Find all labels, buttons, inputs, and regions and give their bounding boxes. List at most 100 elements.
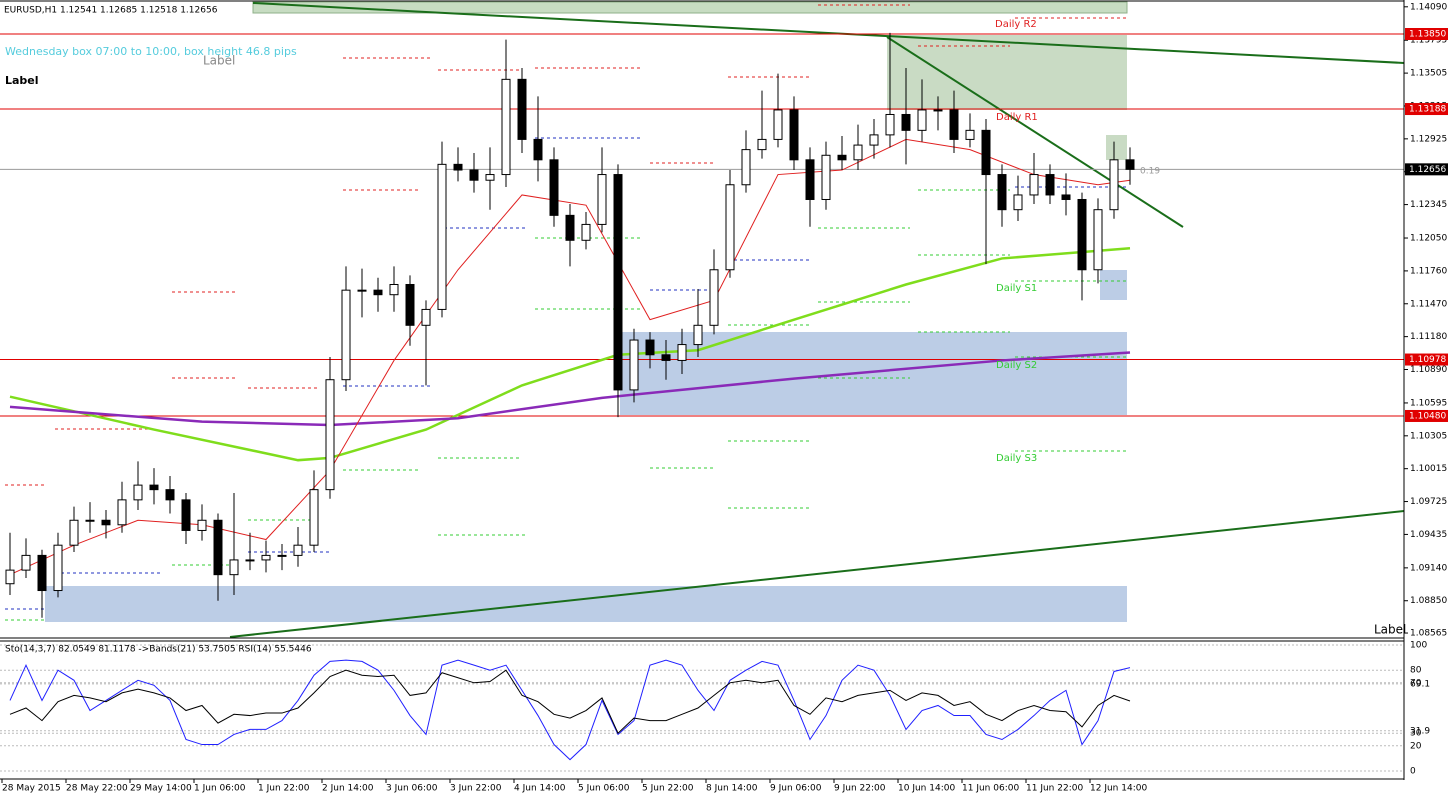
x-tick-label: 9 Jun 22:00 <box>834 784 886 794</box>
candle-body <box>197 519 207 531</box>
candle-body <box>453 163 463 171</box>
candle-body <box>821 154 831 200</box>
x-tick-label: 5 Jun 22:00 <box>642 784 694 794</box>
candle-body <box>133 484 143 501</box>
candle-body <box>53 544 63 592</box>
y-tick-label: 1.11470 <box>1410 299 1447 309</box>
candle-body <box>5 569 15 585</box>
x-tick-label: 12 Jun 14:00 <box>1090 784 1147 794</box>
candle-body <box>101 519 111 526</box>
candle-body <box>661 354 671 361</box>
candle-body <box>421 308 431 326</box>
candle-body <box>581 223 591 241</box>
price-tag-label: 1.10480 <box>1409 411 1446 421</box>
candle-body <box>917 109 927 131</box>
y-tick-label: 1.09140 <box>1410 563 1447 573</box>
pivot-label: Daily S2 <box>996 360 1037 371</box>
candle-body <box>213 519 223 576</box>
candle-body <box>789 109 799 161</box>
moving-average <box>9 351 1131 427</box>
y-tick-label: 1.12050 <box>1410 234 1447 244</box>
box-note: Wednesday box 07:00 to 10:00, box height… <box>5 45 297 58</box>
candle-body <box>549 159 559 216</box>
x-tick-label: 5 Jun 06:00 <box>578 784 630 794</box>
candle-body <box>565 214 575 241</box>
x-tick-label: 29 May 14:00 <box>130 784 192 794</box>
zone-box <box>620 332 1127 415</box>
y-tick-label: 1.10015 <box>1410 464 1447 474</box>
label: Label <box>5 74 39 87</box>
candle-body <box>773 109 783 140</box>
pivot-label: Daily R1 <box>996 112 1038 123</box>
candle-body <box>677 344 687 361</box>
candle-body <box>805 159 815 200</box>
zone-box <box>1100 270 1127 300</box>
y-tick-label: 1.10595 <box>1410 398 1447 408</box>
candle-body <box>437 163 447 310</box>
candle-body <box>1109 159 1119 211</box>
x-tick-label: 1 Jun 22:00 <box>258 784 310 794</box>
price-tag-label: 1.13850 <box>1409 30 1446 40</box>
y-tick-label: 1.13505 <box>1410 69 1447 79</box>
x-tick-label: 11 Jun 22:00 <box>1026 784 1083 794</box>
pivot-label: Daily S1 <box>996 283 1037 294</box>
annotations: EURUSD,H1 1.12541 1.12685 1.12518 1.1265… <box>4 6 1406 655</box>
y-tick-label: 1.11180 <box>1410 332 1447 342</box>
candle-body <box>757 138 767 151</box>
y-tick-label: 1.13795 <box>1410 36 1447 46</box>
price-tag-label: 1.10978 <box>1409 355 1446 365</box>
y-tick-label: 100 <box>1410 641 1427 651</box>
candle-body <box>869 134 879 146</box>
y-tick-label: 0 <box>1410 767 1416 777</box>
candle-body <box>1029 174 1039 196</box>
price-tag <box>1405 409 1448 422</box>
candle-body <box>341 289 351 381</box>
candle-body <box>309 489 319 546</box>
zone-box <box>45 586 1127 622</box>
trend-line <box>252 2 1405 64</box>
candle-body <box>709 269 719 326</box>
zone-box <box>252 1 1128 14</box>
candle-body <box>517 78 527 140</box>
price-tag <box>1405 163 1448 176</box>
candle-body <box>373 289 383 296</box>
candle-body <box>165 489 175 501</box>
price-tag <box>1405 353 1448 366</box>
indicator-title: Sto(14,3,7) 82.0549 81.1178 ->Bands(21) … <box>5 645 312 655</box>
x-tick-label: 3 Jun 22:00 <box>450 784 502 794</box>
y-tick-label: 1.09725 <box>1410 497 1447 507</box>
candle-body <box>1061 194 1071 200</box>
candle-body <box>149 484 159 491</box>
candle-body <box>277 554 287 557</box>
candle-body <box>117 499 127 526</box>
candle-body <box>741 149 751 186</box>
candle-body <box>1045 174 1055 196</box>
x-tick-label: 1 Jun 06:00 <box>194 784 246 794</box>
x-tick-label: 10 Jun 14:00 <box>898 784 955 794</box>
candle-body <box>37 554 47 592</box>
candle-body <box>1013 194 1023 211</box>
x-tick-label: 9 Jun 06:00 <box>770 784 822 794</box>
candle-body <box>533 138 543 161</box>
candle-body <box>293 544 303 556</box>
x-tick-label: 3 Jun 06:00 <box>386 784 438 794</box>
candle-body <box>629 339 639 391</box>
y-tick-label: 1.11760 <box>1410 266 1447 276</box>
x-tick-label: 8 Jun 14:00 <box>706 784 758 794</box>
candle-body <box>261 554 271 561</box>
y-tick-label: 1.14090 <box>1410 2 1447 12</box>
candle-body <box>485 174 495 181</box>
candle-body <box>69 519 79 546</box>
candle-body <box>501 78 511 176</box>
y-tick-label: 1.12925 <box>1410 134 1447 144</box>
plot-layer <box>0 1 1405 772</box>
y-tick-label: 1.09435 <box>1410 530 1447 540</box>
x-tick-label: 28 May 2015 <box>2 784 61 794</box>
y-tick-label: 1.12345 <box>1410 200 1447 210</box>
y-tick-label: 1.10890 <box>1410 365 1447 375</box>
candle-body <box>837 154 847 161</box>
moving-average <box>9 246 1131 462</box>
